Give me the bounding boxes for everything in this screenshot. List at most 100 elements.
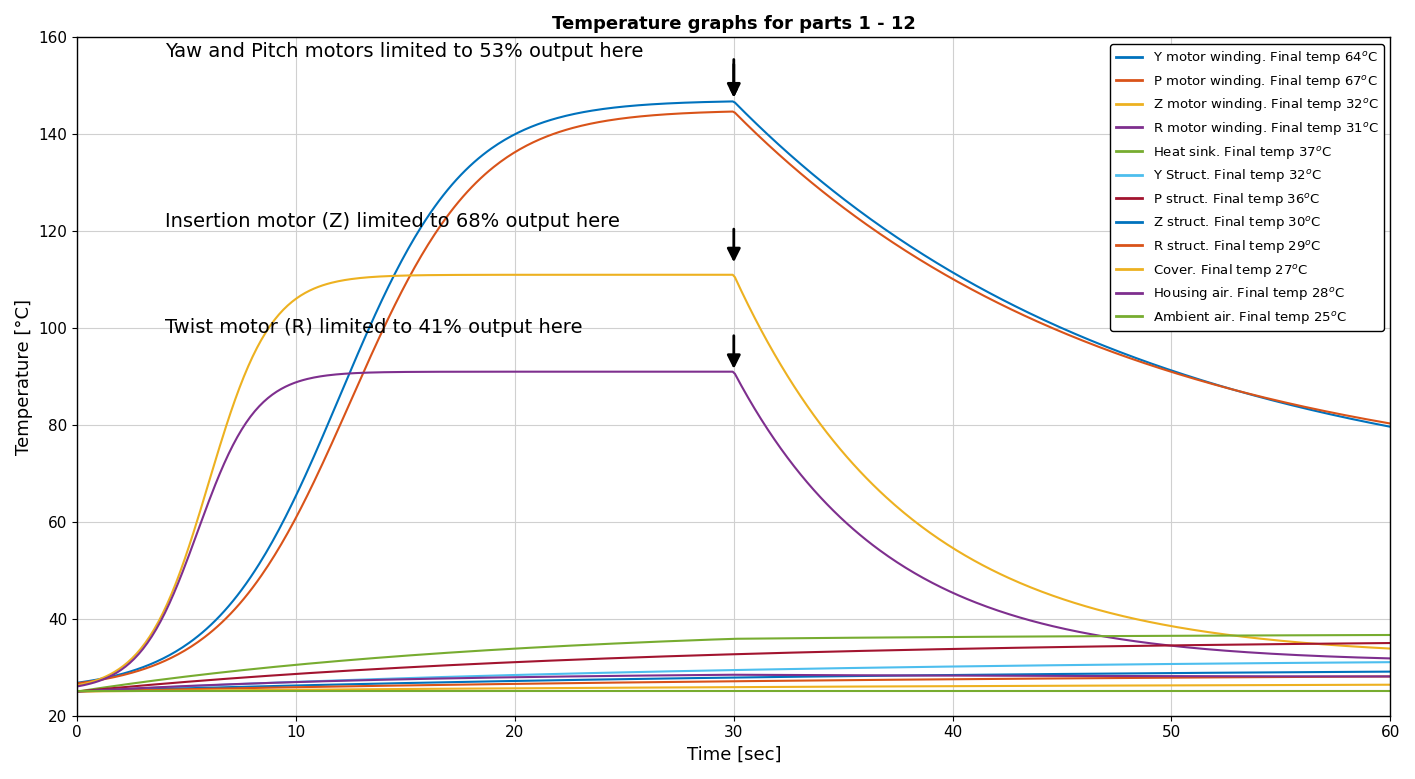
Line: P struct. Final temp 36$^o$C: P struct. Final temp 36$^o$C xyxy=(78,643,1391,692)
Y motor winding. Final temp 64$^o$C xyxy=(948,270,965,279)
Y Struct. Final temp 32$^o$C xyxy=(1057,661,1074,670)
R struct. Final temp 29$^o$C xyxy=(1057,674,1074,683)
P motor winding. Final temp 67$^o$C xyxy=(1060,330,1077,340)
P motor winding. Final temp 67$^o$C xyxy=(1382,419,1399,428)
Z motor winding. Final temp 32$^o$C xyxy=(948,545,965,555)
Cover. Final temp 27$^o$C xyxy=(406,684,423,693)
Line: Heat sink. Final temp 37$^o$C: Heat sink. Final temp 37$^o$C xyxy=(78,635,1391,692)
Z struct. Final temp 30$^o$C xyxy=(1382,667,1399,676)
Cover. Final temp 27$^o$C xyxy=(842,682,859,691)
R motor winding. Final temp 31$^o$C xyxy=(662,367,679,376)
Title: Temperature graphs for parts 1 - 12: Temperature graphs for parts 1 - 12 xyxy=(552,15,916,33)
Z struct. Final temp 30$^o$C xyxy=(842,671,859,681)
P struct. Final temp 36$^o$C xyxy=(301,668,318,678)
P motor winding. Final temp 67$^o$C xyxy=(845,210,862,220)
Housing air. Final temp 28$^o$C xyxy=(406,675,423,684)
Z motor winding. Final temp 32$^o$C xyxy=(69,681,86,690)
Y motor winding. Final temp 64$^o$C xyxy=(724,97,741,106)
P struct. Final temp 36$^o$C xyxy=(945,644,962,654)
Y Struct. Final temp 32$^o$C xyxy=(662,667,679,676)
Y Struct. Final temp 32$^o$C xyxy=(301,677,318,686)
Z motor winding. Final temp 32$^o$C xyxy=(662,270,679,280)
Line: Cover. Final temp 27$^o$C: Cover. Final temp 27$^o$C xyxy=(78,685,1391,692)
Line: R struct. Final temp 29$^o$C: R struct. Final temp 29$^o$C xyxy=(78,676,1391,692)
R motor winding. Final temp 31$^o$C xyxy=(69,682,86,691)
Housing air. Final temp 28$^o$C xyxy=(1382,671,1399,681)
P struct. Final temp 36$^o$C xyxy=(1382,638,1399,647)
Z motor winding. Final temp 32$^o$C xyxy=(724,270,741,280)
Y motor winding. Final temp 64$^o$C xyxy=(1060,326,1077,336)
P struct. Final temp 36$^o$C xyxy=(69,687,86,696)
Line: P motor winding. Final temp 67$^o$C: P motor winding. Final temp 67$^o$C xyxy=(78,111,1391,683)
Y motor winding. Final temp 64$^o$C xyxy=(301,461,318,471)
X-axis label: Time [sec]: Time [sec] xyxy=(686,746,781,764)
Ambient air. Final temp 25$^o$C xyxy=(1057,687,1074,696)
R motor winding. Final temp 31$^o$C xyxy=(948,590,965,599)
Z struct. Final temp 30$^o$C xyxy=(406,679,423,688)
P struct. Final temp 36$^o$C xyxy=(1057,642,1074,651)
Cover. Final temp 27$^o$C xyxy=(662,682,679,692)
Y motor winding. Final temp 64$^o$C xyxy=(1382,422,1399,432)
Z struct. Final temp 30$^o$C xyxy=(1057,669,1074,679)
P motor winding. Final temp 67$^o$C xyxy=(69,679,86,688)
Line: R motor winding. Final temp 31$^o$C: R motor winding. Final temp 31$^o$C xyxy=(78,372,1391,686)
Z struct. Final temp 30$^o$C xyxy=(69,687,86,696)
Line: Z motor winding. Final temp 32$^o$C: Z motor winding. Final temp 32$^o$C xyxy=(78,275,1391,686)
P motor winding. Final temp 67$^o$C xyxy=(662,109,679,118)
Y motor winding. Final temp 64$^o$C xyxy=(69,678,86,687)
Heat sink. Final temp 37$^o$C xyxy=(301,659,318,668)
Heat sink. Final temp 37$^o$C xyxy=(1382,630,1399,640)
Y Struct. Final temp 32$^o$C xyxy=(69,687,86,696)
Cover. Final temp 27$^o$C xyxy=(1057,681,1074,690)
Ambient air. Final temp 25$^o$C xyxy=(945,687,962,696)
Line: Z struct. Final temp 30$^o$C: Z struct. Final temp 30$^o$C xyxy=(78,671,1391,692)
Z struct. Final temp 30$^o$C xyxy=(662,674,679,683)
P motor winding. Final temp 67$^o$C xyxy=(406,263,423,272)
Z motor winding. Final temp 32$^o$C xyxy=(301,286,318,295)
Z motor winding. Final temp 32$^o$C xyxy=(406,270,423,280)
R motor winding. Final temp 31$^o$C xyxy=(1060,625,1077,634)
Y motor winding. Final temp 64$^o$C xyxy=(406,233,423,242)
Y Struct. Final temp 32$^o$C xyxy=(842,664,859,673)
Housing air. Final temp 28$^o$C xyxy=(948,671,965,680)
Cover. Final temp 27$^o$C xyxy=(69,687,86,696)
Line: Y motor winding. Final temp 64$^o$C: Y motor winding. Final temp 64$^o$C xyxy=(78,101,1391,682)
Z motor winding. Final temp 32$^o$C xyxy=(1060,596,1077,605)
Heat sink. Final temp 37$^o$C xyxy=(945,633,962,642)
Housing air. Final temp 28$^o$C xyxy=(845,671,862,680)
Y Struct. Final temp 32$^o$C xyxy=(406,673,423,682)
Heat sink. Final temp 37$^o$C xyxy=(1057,632,1074,641)
Y Struct. Final temp 32$^o$C xyxy=(945,662,962,671)
Y motor winding. Final temp 64$^o$C xyxy=(662,99,679,108)
Ambient air. Final temp 25$^o$C xyxy=(662,687,679,696)
Heat sink. Final temp 37$^o$C xyxy=(69,687,86,696)
Heat sink. Final temp 37$^o$C xyxy=(662,636,679,646)
Line: Y Struct. Final temp 32$^o$C: Y Struct. Final temp 32$^o$C xyxy=(78,662,1391,692)
R struct. Final temp 29$^o$C xyxy=(662,677,679,686)
Text: Twist motor (R) limited to 41% output here: Twist motor (R) limited to 41% output he… xyxy=(164,319,583,337)
Housing air. Final temp 28$^o$C xyxy=(726,670,743,679)
Cover. Final temp 27$^o$C xyxy=(1382,680,1399,689)
R struct. Final temp 29$^o$C xyxy=(406,681,423,690)
Text: Yaw and Pitch motors limited to 53% output here: Yaw and Pitch motors limited to 53% outp… xyxy=(164,42,644,62)
Text: Insertion motor (Z) limited to 68% output here: Insertion motor (Z) limited to 68% outpu… xyxy=(164,212,620,231)
R struct. Final temp 29$^o$C xyxy=(1382,671,1399,681)
R motor winding. Final temp 31$^o$C xyxy=(301,374,318,383)
Heat sink. Final temp 37$^o$C xyxy=(406,650,423,660)
P motor winding. Final temp 67$^o$C xyxy=(724,107,741,116)
Y-axis label: Temperature [°C]: Temperature [°C] xyxy=(16,298,33,454)
Cover. Final temp 27$^o$C xyxy=(301,685,318,694)
Housing air. Final temp 28$^o$C xyxy=(662,671,679,680)
P struct. Final temp 36$^o$C xyxy=(406,662,423,671)
Housing air. Final temp 28$^o$C xyxy=(1060,671,1077,681)
R struct. Final temp 29$^o$C xyxy=(69,687,86,696)
Ambient air. Final temp 25$^o$C xyxy=(842,687,859,696)
Z struct. Final temp 30$^o$C xyxy=(301,681,318,690)
Ambient air. Final temp 25$^o$C xyxy=(301,687,318,696)
Housing air. Final temp 28$^o$C xyxy=(301,677,318,686)
Y Struct. Final temp 32$^o$C xyxy=(1382,657,1399,667)
P motor winding. Final temp 67$^o$C xyxy=(948,277,965,286)
R struct. Final temp 29$^o$C xyxy=(301,682,318,692)
Legend: Y motor winding. Final temp 64$^o$C, P motor winding. Final temp 67$^o$C, Z moto: Y motor winding. Final temp 64$^o$C, P m… xyxy=(1111,44,1384,331)
R struct. Final temp 29$^o$C xyxy=(842,675,859,685)
